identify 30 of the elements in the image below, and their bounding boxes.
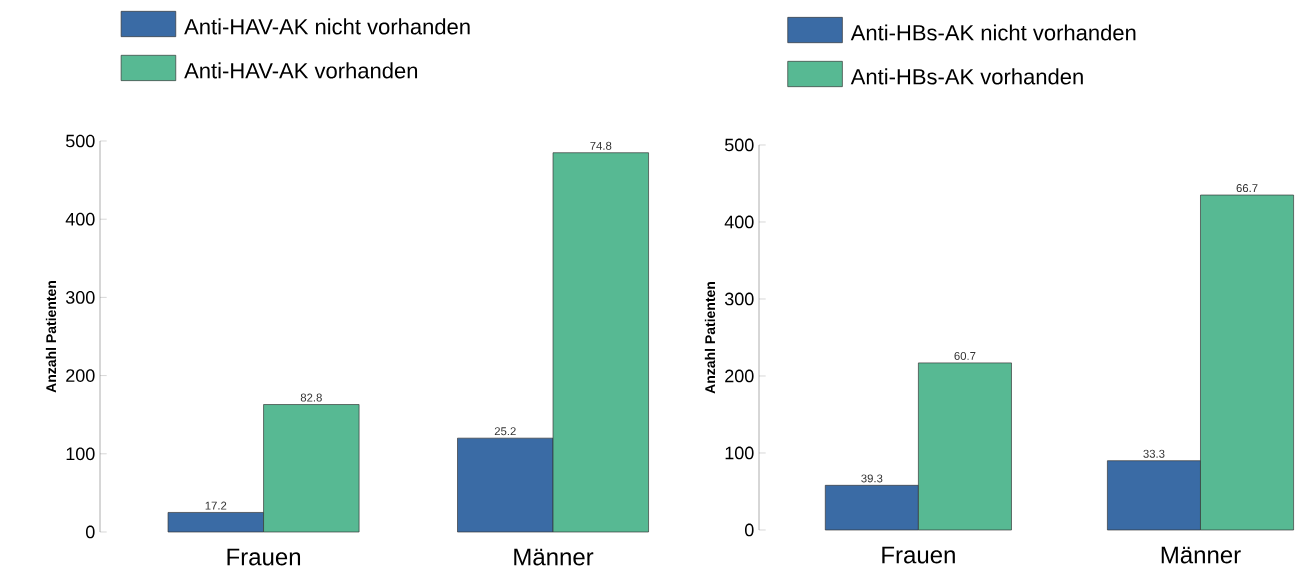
annotation: 74.8 <box>590 141 612 150</box>
x-tick-label: Männer <box>514 548 594 566</box>
annotation: 60.7 <box>954 351 976 360</box>
annotation: 17.2 <box>205 501 227 510</box>
y-tick-label: 500 <box>65 134 95 148</box>
legend-label: Anti-HAV-AK vorhanden <box>184 62 418 79</box>
y-tick-label: 300 <box>65 291 95 304</box>
annotation: 33.3 <box>1143 449 1165 458</box>
annotation: 82.8 <box>300 393 322 402</box>
y-tick-label: 0 <box>744 523 754 537</box>
annotation: 39.3 <box>861 474 883 483</box>
y-tick-label: 300 <box>724 292 754 306</box>
y-axis-title: Anzahl Patienten <box>704 281 716 394</box>
legend-label: Anti-HAV-AK nicht vorhanden <box>184 18 470 35</box>
annotation: 25.2 <box>494 427 516 436</box>
y-tick-label: 100 <box>725 446 754 460</box>
y-tick-label: 0 <box>86 525 95 539</box>
y-tick-label: 200 <box>725 369 754 383</box>
y-axis-title: Anzahl Patienten <box>45 280 57 393</box>
legend-label: Anti-HBs-AK nicht vorhanden <box>850 24 1136 41</box>
x-tick-label: Frauen <box>227 548 301 566</box>
x-tick-label: Männer <box>1161 546 1241 564</box>
y-tick-label: 200 <box>66 369 95 382</box>
annotation: 66.7 <box>1236 184 1258 193</box>
x-tick-label: Frauen <box>882 546 955 564</box>
y-tick-label: 400 <box>724 215 754 229</box>
legend-label: Anti-HBs-AK vorhanden <box>850 68 1083 85</box>
y-tick-label: 100 <box>66 447 95 461</box>
y-tick-label: 400 <box>65 212 95 226</box>
y-tick-label: 500 <box>724 138 754 152</box>
